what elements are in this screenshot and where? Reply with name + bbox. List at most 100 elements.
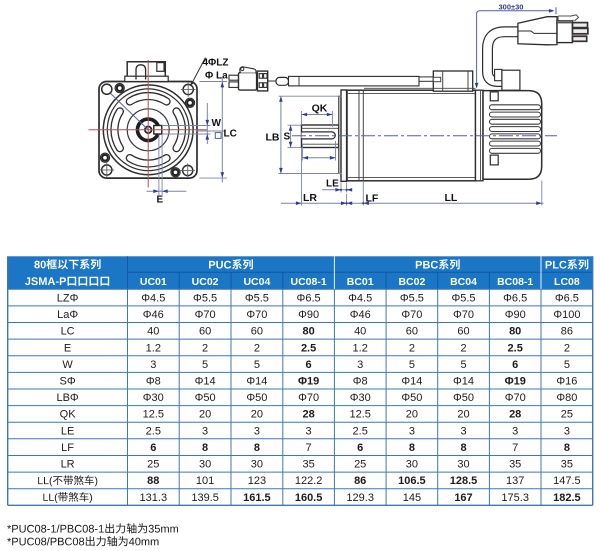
svg-text:Φ90: Φ90 (298, 309, 319, 321)
svg-text:Φ50: Φ50 (453, 392, 474, 404)
svg-text:40: 40 (354, 326, 366, 338)
svg-text:LC: LC (224, 129, 237, 140)
svg-text:137: 137 (506, 475, 524, 487)
svg-text:2.5: 2.5 (508, 342, 523, 354)
svg-text:2: 2 (202, 342, 208, 354)
svg-text:8: 8 (202, 442, 208, 454)
svg-text:8: 8 (254, 442, 260, 454)
svg-text:W: W (62, 359, 73, 371)
svg-text:106.5: 106.5 (398, 475, 426, 487)
svg-text:Φ19: Φ19 (298, 376, 319, 388)
svg-text:5: 5 (254, 359, 260, 371)
svg-text:147.5: 147.5 (553, 475, 581, 487)
svg-text:145: 145 (403, 492, 421, 504)
svg-text:Φ14: Φ14 (453, 376, 474, 388)
svg-text:Φ4.5: Φ4.5 (348, 292, 372, 304)
svg-text:UC08-1: UC08-1 (291, 276, 327, 288)
svg-text:LF: LF (366, 192, 379, 204)
svg-text:BC01: BC01 (347, 276, 374, 288)
svg-text:6: 6 (357, 442, 363, 454)
svg-text:QK: QK (312, 103, 328, 115)
svg-text:3: 3 (357, 359, 363, 371)
svg-text:Φ14: Φ14 (401, 376, 422, 388)
svg-text:Φ50: Φ50 (195, 392, 216, 404)
svg-text:101: 101 (196, 475, 214, 487)
svg-text:25: 25 (561, 409, 573, 421)
svg-text:BC04: BC04 (450, 276, 477, 288)
svg-text:12.5: 12.5 (143, 409, 164, 421)
svg-text:Φ70: Φ70 (298, 392, 319, 404)
svg-text:20: 20 (199, 409, 211, 421)
svg-text:60: 60 (406, 326, 418, 338)
svg-text:BC02: BC02 (398, 276, 425, 288)
svg-text:Φ19: Φ19 (505, 376, 526, 388)
svg-text:Φ50: Φ50 (246, 392, 267, 404)
svg-text:4ΦLZ: 4ΦLZ (203, 58, 229, 69)
svg-text:Φ70: Φ70 (453, 309, 474, 321)
svg-text:LE: LE (326, 179, 339, 190)
svg-text:60: 60 (251, 326, 263, 338)
svg-text:20: 20 (406, 409, 418, 421)
svg-text:3: 3 (409, 425, 415, 437)
svg-text:300±30: 300±30 (499, 2, 524, 11)
svg-text:Φ8: Φ8 (146, 376, 161, 388)
svg-text:129.3: 129.3 (346, 492, 374, 504)
svg-text:W: W (212, 118, 222, 129)
svg-text:3: 3 (202, 425, 208, 437)
svg-text:Φ14: Φ14 (195, 376, 216, 388)
svg-text:8: 8 (564, 442, 570, 454)
svg-text:5: 5 (460, 359, 466, 371)
svg-text:3: 3 (512, 425, 518, 437)
svg-text:3: 3 (150, 359, 156, 371)
svg-text:Φ80: Φ80 (556, 392, 577, 404)
svg-text:Φ50: Φ50 (401, 392, 422, 404)
svg-text:2.5: 2.5 (146, 425, 161, 437)
svg-text:131.3: 131.3 (140, 492, 168, 504)
svg-text:88: 88 (147, 475, 159, 487)
svg-text:Φ6.5: Φ6.5 (555, 292, 579, 304)
svg-text:Φ46: Φ46 (143, 309, 164, 321)
svg-text:60: 60 (199, 326, 211, 338)
svg-text:160.5: 160.5 (295, 492, 323, 504)
svg-text:UC04: UC04 (243, 276, 270, 288)
svg-text:Φ8: Φ8 (353, 376, 368, 388)
svg-text:BC08-1: BC08-1 (497, 276, 533, 288)
svg-text:40: 40 (147, 326, 159, 338)
svg-text:2: 2 (409, 342, 415, 354)
svg-text:35: 35 (302, 459, 314, 471)
svg-text:128.5: 128.5 (450, 475, 478, 487)
svg-text:Φ La: Φ La (205, 71, 228, 82)
svg-text:3: 3 (564, 425, 570, 437)
svg-text:167: 167 (454, 492, 472, 504)
svg-text:3: 3 (254, 425, 260, 437)
svg-text:2.5: 2.5 (301, 342, 316, 354)
svg-text:Φ70: Φ70 (246, 309, 267, 321)
svg-text:20: 20 (251, 409, 263, 421)
svg-text:Φ16: Φ16 (556, 376, 577, 388)
svg-text:6: 6 (512, 359, 518, 371)
svg-text:7: 7 (512, 442, 518, 454)
svg-text:Φ70: Φ70 (195, 309, 216, 321)
svg-text:Φ46: Φ46 (350, 309, 371, 321)
svg-text:1.2: 1.2 (353, 342, 368, 354)
svg-text:25: 25 (354, 459, 366, 471)
svg-text:E: E (156, 195, 163, 206)
svg-text:8: 8 (409, 442, 415, 454)
svg-text:30: 30 (457, 459, 469, 471)
svg-text:Φ5.5: Φ5.5 (193, 292, 217, 304)
svg-text:7: 7 (306, 442, 312, 454)
svg-text:Φ100: Φ100 (553, 309, 580, 321)
svg-text:3: 3 (306, 425, 312, 437)
svg-text:LBΦ: LBΦ (56, 392, 78, 404)
svg-text:2: 2 (460, 342, 466, 354)
svg-text:LB: LB (266, 132, 280, 144)
svg-text:E: E (64, 342, 71, 354)
svg-text:SΦ: SΦ (60, 376, 76, 388)
svg-text:28: 28 (509, 409, 521, 421)
svg-text:5: 5 (409, 359, 415, 371)
svg-text:Φ6.5: Φ6.5 (297, 292, 321, 304)
svg-text:6: 6 (150, 442, 156, 454)
svg-text:123: 123 (248, 475, 266, 487)
svg-text:Φ90: Φ90 (505, 309, 526, 321)
svg-text:Φ14: Φ14 (246, 376, 267, 388)
